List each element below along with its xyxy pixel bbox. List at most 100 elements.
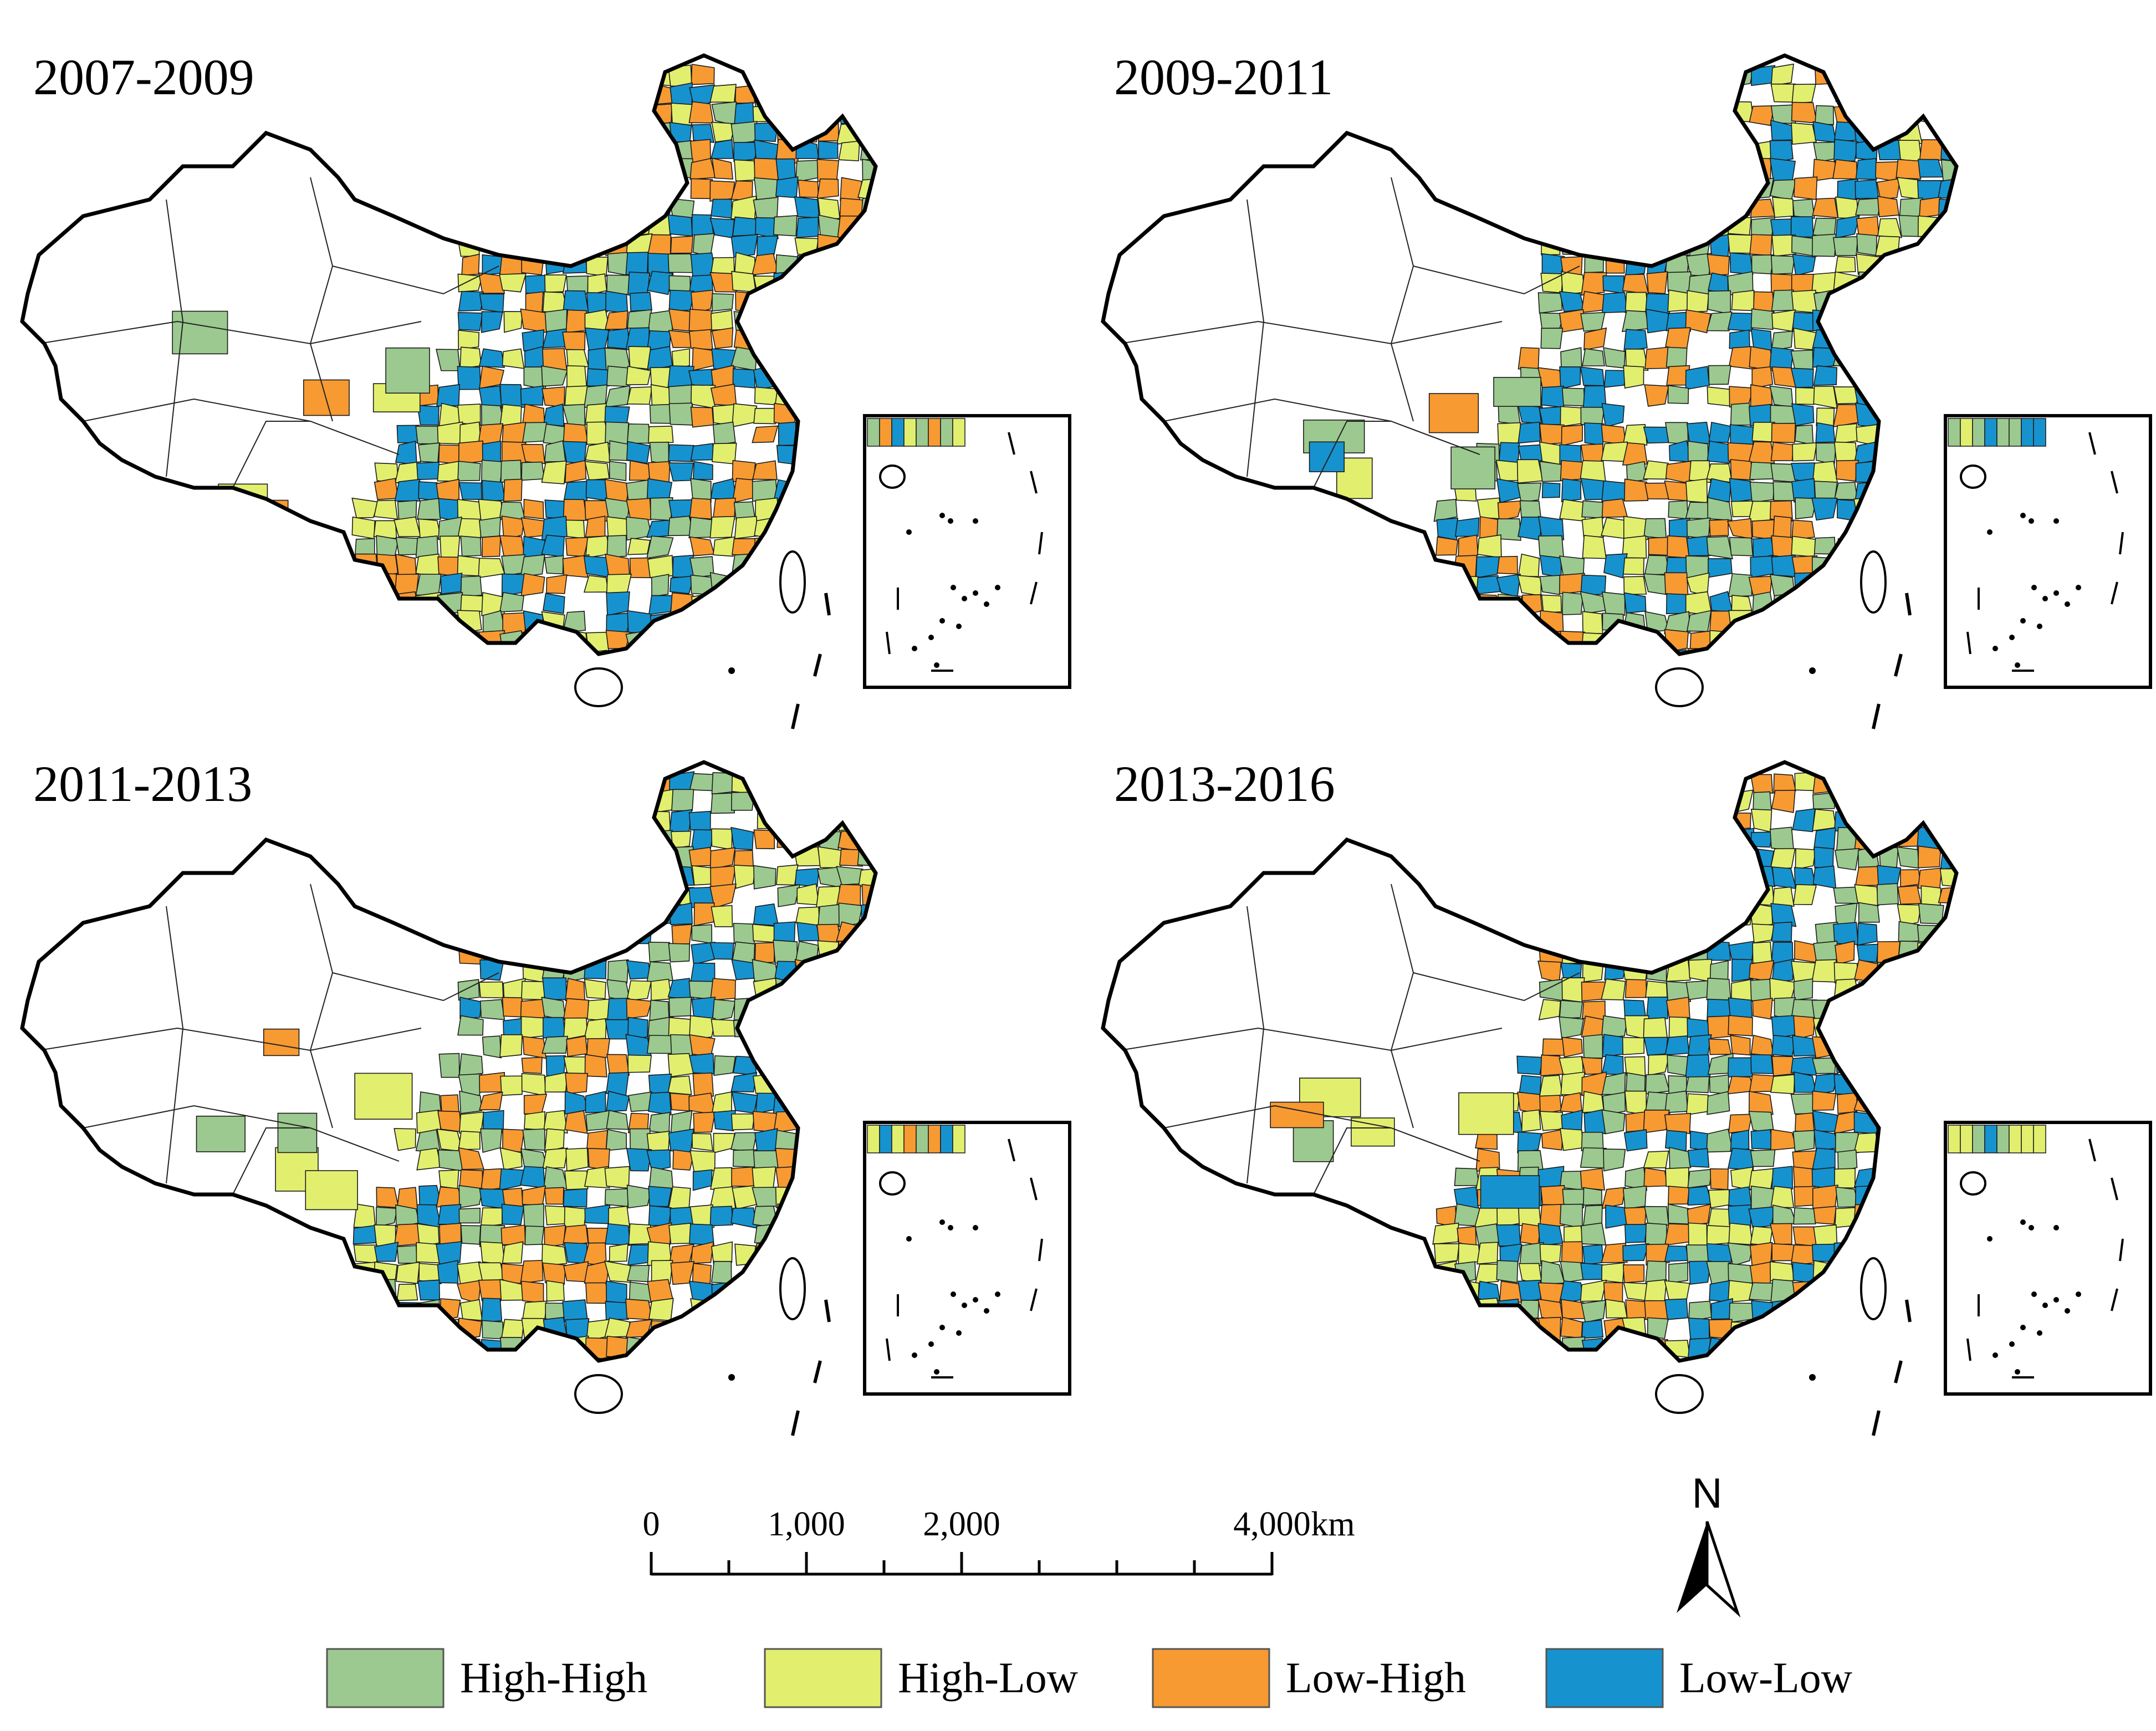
region-cell (668, 499, 693, 521)
region-cell (837, 519, 860, 540)
region-cell (1539, 461, 1562, 482)
region-cell (690, 406, 714, 428)
region-cell (774, 366, 800, 387)
region-cell (1939, 1034, 1956, 1058)
region-cell (436, 1337, 459, 1358)
region-cell (1750, 1338, 1775, 1359)
region-cell (1541, 774, 1564, 794)
region-cell (1560, 1092, 1583, 1114)
region-cell (1834, 594, 1858, 614)
region-cell (1667, 196, 1689, 218)
region-cell (1772, 481, 1795, 502)
region-cell (609, 1243, 629, 1262)
region-cell (773, 612, 798, 631)
region-cell (1853, 1072, 1880, 1095)
region-cell (1811, 1356, 1839, 1361)
region-cell (626, 1184, 652, 1209)
region-cell (1708, 1038, 1732, 1055)
region-cell (795, 82, 820, 107)
region-cell (880, 215, 902, 236)
taiwan-island (1860, 550, 1887, 614)
region-cell (752, 1356, 778, 1361)
region-cell (1685, 884, 1710, 907)
region-cell (1791, 535, 1817, 558)
region-cell (1686, 517, 1711, 539)
region-cell (882, 255, 901, 274)
region-cell (1938, 346, 1956, 370)
region-cell (816, 649, 840, 654)
region-cell (1538, 535, 1565, 559)
inset-cell (928, 1125, 941, 1153)
region-cell (385, 347, 430, 394)
region-cell (503, 311, 523, 333)
region-cell (794, 1035, 819, 1059)
region-cell (562, 1299, 589, 1322)
region-cell (1623, 557, 1644, 575)
region-cell (711, 1241, 733, 1265)
region-cell (1477, 1338, 1500, 1360)
region-cell (503, 214, 522, 239)
region-cell (1603, 553, 1628, 579)
region-cell (563, 846, 587, 869)
region-cell (1920, 441, 1942, 464)
region-cell (374, 649, 398, 654)
region-cell (586, 292, 609, 314)
region-cell (1939, 789, 1956, 811)
region-cell (1875, 330, 1902, 351)
region-cell (1727, 1242, 1754, 1267)
region-cell (1623, 576, 1647, 595)
region-cell (567, 159, 587, 182)
region-cell (478, 177, 503, 202)
region-cell (839, 426, 863, 446)
region-cell (688, 1223, 714, 1246)
region-cell (1580, 884, 1605, 905)
region-cell (839, 1017, 864, 1036)
region-cell (1920, 1129, 1942, 1148)
legend-item-low-low: Low-Low (1545, 1648, 1852, 1708)
region-cell (479, 65, 503, 86)
region-cell (667, 631, 695, 653)
region-cell (458, 650, 484, 654)
region-cell (818, 979, 841, 1000)
region-cell (459, 829, 483, 852)
region-cell (1664, 65, 1691, 86)
region-cell (1875, 981, 1900, 1003)
region-cell (689, 773, 714, 792)
region-cell (1623, 884, 1648, 906)
region-cell (773, 921, 796, 943)
inset-cell (1996, 1125, 2010, 1153)
map-panel: 2009-2011 (1103, 49, 2152, 729)
region-cell (1835, 770, 1860, 793)
region-cell (605, 789, 630, 811)
region-cell (669, 575, 695, 594)
region-cell (1622, 867, 1646, 889)
region-cell (1603, 1148, 1626, 1172)
region-cell (418, 1263, 442, 1284)
region-cell (1855, 158, 1877, 180)
region-cell (689, 1053, 714, 1075)
region-cell (1709, 519, 1729, 537)
region-cell (1770, 650, 1795, 654)
region-cell (815, 384, 839, 406)
region-cell (1772, 196, 1794, 218)
region-cell (626, 960, 651, 980)
region-cell (1538, 157, 1561, 180)
region-cell (752, 556, 779, 578)
region-cell (544, 555, 564, 575)
region-cell (1580, 478, 1606, 501)
region-cell (668, 275, 691, 293)
region-cell (627, 309, 652, 330)
region-cell (458, 440, 484, 465)
region-cell (584, 791, 610, 813)
region-cell (630, 846, 650, 869)
region-cell (1623, 515, 1649, 540)
region-cell (753, 407, 779, 425)
region-cell (731, 792, 755, 811)
region-cell (1749, 612, 1775, 635)
region-cell (562, 554, 590, 578)
inset-mainland-strip (1948, 418, 2046, 447)
region-cell (648, 1091, 672, 1116)
region-cell (1706, 536, 1734, 560)
region-cell (816, 770, 841, 795)
region-cell (1812, 461, 1838, 483)
